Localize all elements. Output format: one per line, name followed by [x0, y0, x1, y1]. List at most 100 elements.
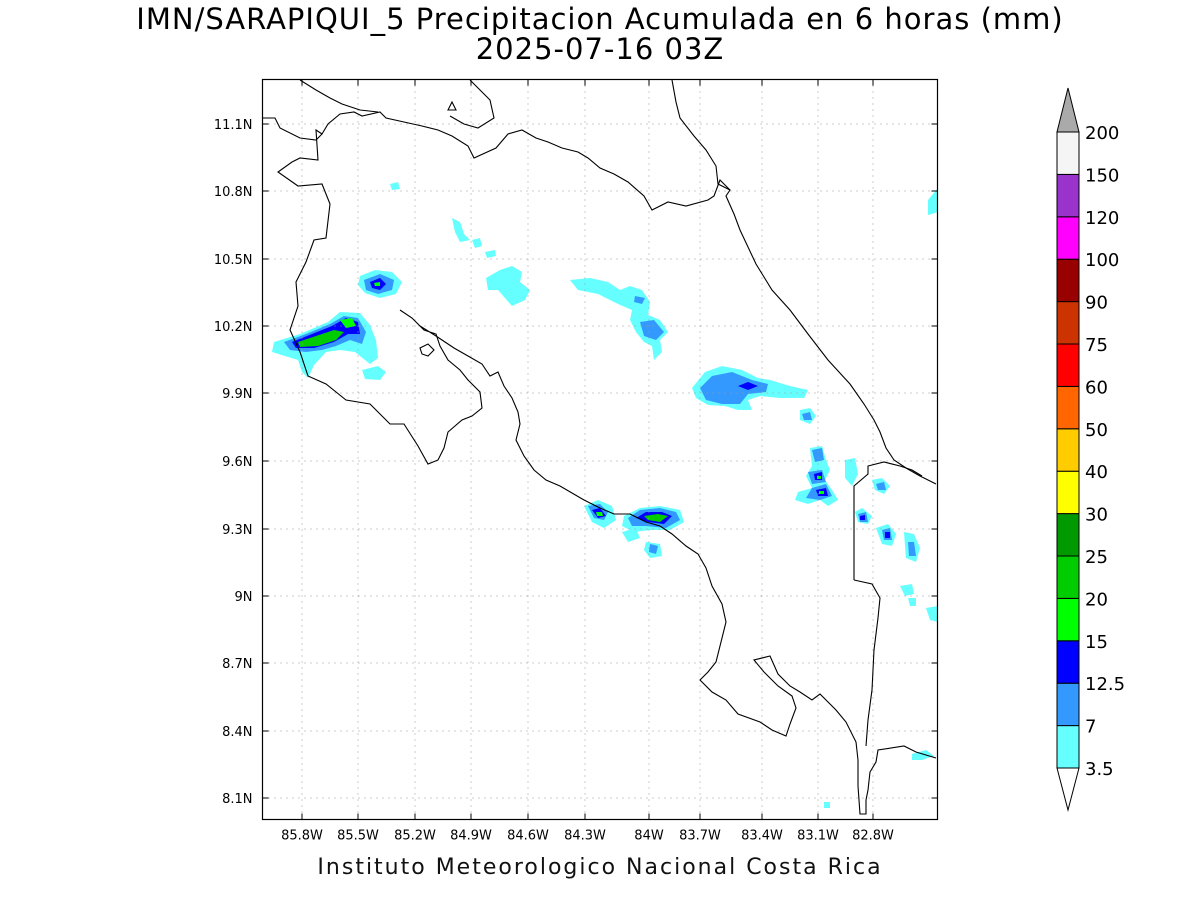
precip-15-plus-band: [298, 282, 824, 522]
colorbar-label: 30: [1085, 505, 1108, 526]
longitude-axis: 85.8W 85.5W 85.2W 84.9W 84.6W 84.3W 84W 83.7W 83…: [281, 79, 894, 844]
precip-area: [824, 802, 830, 808]
x-tick-label: 85.5W: [337, 829, 379, 844]
colorbar-swatch: [1056, 258, 1080, 303]
colorbar-swatch: [1056, 725, 1080, 769]
map-frame: [261, 78, 939, 821]
y-tick-label: 8.1N: [222, 792, 252, 807]
precip-area: [819, 491, 824, 494]
map-title: IMN/SARAPIQUI_5 Precipitacion Acumulada …: [136, 2, 1064, 36]
precip-area: [452, 218, 470, 242]
y-tick-label: 11.1N: [214, 118, 253, 133]
precip-3-5-band: [272, 182, 938, 808]
footer-credit: Instituto Meteorologico Nacional Costa R…: [317, 855, 883, 880]
precip-area: [362, 366, 386, 380]
y-tick-label: 9.6N: [222, 455, 252, 470]
coast-island: [419, 343, 435, 357]
precip-area: [908, 598, 916, 606]
precip-area: [908, 542, 916, 556]
lake-shore: [299, 79, 379, 113]
colorbar-label: 3.5: [1085, 759, 1114, 780]
colorbar-label: 12.5: [1085, 674, 1125, 695]
precip-area: [928, 188, 938, 215]
colorbar-swatch: [1056, 131, 1080, 175]
caribbean-coast: [671, 79, 937, 485]
colorbar-label: 150: [1085, 165, 1119, 186]
x-tick-label: 84.6W: [507, 829, 549, 844]
x-tick-label: 84W: [634, 829, 664, 844]
colorbar-label: 20: [1085, 589, 1108, 610]
precip-area: [640, 320, 664, 340]
precip-area: [634, 296, 645, 304]
colorbar-swatch: [1056, 428, 1080, 472]
precip-area: [390, 182, 400, 190]
x-tick-label: 83.4W: [741, 829, 783, 844]
precip-area: [885, 532, 890, 538]
colorbar-swatch: [1056, 682, 1080, 727]
y-tick-label: 10.8N: [214, 185, 253, 200]
precip-area: [738, 382, 758, 390]
colorbar-label: 120: [1085, 208, 1119, 229]
y-tick-label: 8.4N: [222, 725, 252, 740]
colorbar-label: 25: [1085, 547, 1108, 568]
map-datetime: 2025-07-16 03Z: [475, 32, 725, 66]
x-tick-label: 85.8W: [281, 829, 323, 844]
coastline-layer: [263, 79, 937, 815]
precip-area: [298, 330, 344, 347]
y-tick-label: 10.5N: [214, 253, 253, 268]
precip-area: [802, 412, 812, 420]
colorbar-swatch: [1056, 301, 1080, 345]
colorbar: 3.5 7 12.5 15 20 25 30 40 50 60 75 90 100 120 150 200: [1056, 87, 1125, 812]
latitude-axis: 11.1N 10.8N 10.5N 10.2N 9.9N 9.6N 9.3N 9N 8.7N 8.…: [214, 118, 938, 807]
precip-area: [644, 514, 668, 522]
x-tick-label: 84.9W: [450, 829, 492, 844]
precip-area: [485, 250, 496, 258]
precip-area: [472, 238, 482, 248]
colorbar-swatch: [1056, 640, 1080, 684]
precip-area: [817, 476, 821, 479]
colorbar-swatch: [1056, 385, 1080, 430]
y-tick-label: 8.7N: [222, 657, 252, 672]
border-panama: [853, 579, 881, 747]
colorbar-label: 50: [1085, 420, 1108, 441]
colorbar-label: 7: [1085, 717, 1096, 738]
precip-area: [486, 266, 530, 306]
precip-area: [596, 512, 603, 516]
colorbar-swatch: [1056, 216, 1080, 260]
colorbar-label: 75: [1085, 335, 1108, 356]
precip-area: [812, 448, 824, 462]
x-tick-label: 82.8W: [852, 829, 894, 844]
colorbar-label: 90: [1085, 293, 1108, 314]
colorbar-swatch: [1056, 173, 1080, 218]
colorbar-over-triangle: [1056, 87, 1080, 133]
colorbar-swatch: [1056, 597, 1080, 642]
colorbar-swatch: [1056, 555, 1080, 599]
colorbar-swatch: [1056, 470, 1080, 515]
precip-area: [860, 515, 865, 520]
x-tick-label: 83.1W: [797, 829, 839, 844]
precip-area: [926, 606, 938, 622]
colorbar-label: 100: [1085, 250, 1119, 271]
precipitation-layer: [272, 182, 938, 808]
colorbar-label: 15: [1085, 632, 1108, 653]
colorbar-swatch: [1056, 513, 1080, 557]
y-tick-label: 9.3N: [222, 523, 252, 538]
colorbar-label: 60: [1085, 377, 1108, 398]
precip-area: [876, 482, 886, 490]
colorbar-label: 40: [1085, 462, 1108, 483]
y-tick-label: 10.2N: [214, 320, 253, 335]
precip-area: [900, 584, 914, 596]
precip-area: [340, 318, 356, 328]
precip-area: [845, 458, 858, 486]
precip-area: [649, 544, 658, 554]
colorbar-under-triangle: [1056, 767, 1080, 812]
pacific-coast: [263, 117, 937, 815]
graticule: [262, 79, 938, 820]
precip-area: [700, 372, 768, 404]
coast-island: [447, 100, 457, 111]
colorbar-label: 200: [1085, 123, 1119, 144]
x-tick-label: 84.3W: [564, 829, 606, 844]
colorbar-swatch: [1056, 343, 1080, 387]
precip-area: [374, 282, 380, 286]
